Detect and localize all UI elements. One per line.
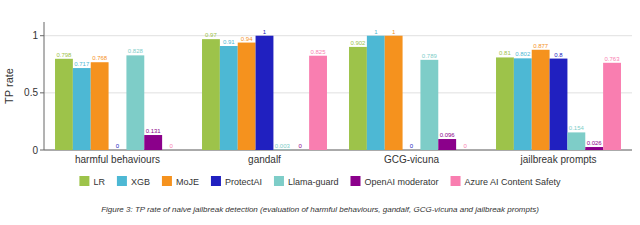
bar	[55, 59, 73, 150]
data-labels: 0.7980.970.9020.810.7170.9110.8020.7680.…	[56, 29, 620, 149]
legend-label: Llama-guard	[288, 177, 339, 187]
bar	[585, 147, 603, 150]
x-tick-label: gandalf	[248, 154, 281, 165]
bar	[220, 46, 238, 150]
data-label: 0.802	[515, 51, 531, 57]
y-tick	[40, 92, 44, 93]
legend-item: XGB	[117, 176, 150, 187]
bar	[273, 149, 291, 150]
data-label: 0	[299, 143, 303, 149]
bar	[256, 36, 274, 150]
data-label: 1	[374, 29, 378, 35]
legend-item: MoJE	[162, 176, 199, 187]
x-tick-label: jailbreak prompts	[519, 154, 596, 165]
grid-line	[44, 35, 632, 36]
y-grid: 00.51	[24, 30, 632, 155]
bar	[349, 47, 367, 150]
data-label: 0.91	[223, 39, 235, 45]
legend-label: XGB	[131, 177, 150, 187]
legend-item: Llama-guard	[274, 176, 339, 187]
data-label: 0.877	[533, 43, 549, 49]
bar	[367, 36, 385, 150]
bar	[456, 150, 474, 151]
legend-swatch	[350, 176, 360, 186]
bar	[144, 135, 162, 150]
y-tick-label: 0.5	[24, 87, 38, 98]
data-label: 0	[116, 143, 120, 149]
x-tick-label: GCG-vicuna	[384, 154, 439, 165]
bar	[202, 39, 220, 150]
data-label: 0	[169, 143, 173, 149]
bar	[109, 150, 127, 151]
data-label: 0.81	[499, 50, 511, 56]
legend-item: OpenAI moderator	[350, 176, 438, 187]
legend-item: LR	[79, 176, 105, 187]
bar	[514, 58, 532, 150]
bars	[55, 36, 621, 150]
bar	[73, 68, 91, 150]
caption: Figure 3: TP rate of naive jailbreak det…	[101, 205, 539, 214]
legend-swatch	[274, 176, 284, 186]
bar	[309, 56, 327, 150]
data-label: 0	[410, 143, 414, 149]
data-label: 0.902	[350, 40, 366, 46]
y-axis-line	[44, 22, 45, 150]
legend-item: ProtectAI	[211, 176, 262, 187]
legend-swatch	[211, 176, 221, 186]
y-tick	[40, 150, 44, 151]
data-label: 0.763	[605, 56, 621, 62]
data-label: 0	[463, 143, 467, 149]
data-label: 0.97	[205, 32, 217, 38]
legend-label: ProtectAI	[225, 177, 262, 187]
bar	[126, 55, 144, 150]
bar	[532, 50, 550, 150]
data-label: 0.026	[587, 140, 603, 146]
bar	[162, 150, 180, 151]
data-label: 0.8	[554, 52, 563, 58]
data-label: 0.003	[275, 143, 291, 149]
bar	[385, 36, 403, 150]
data-label: 0.717	[74, 61, 90, 67]
bar	[291, 150, 309, 151]
data-label: 0.94	[241, 36, 253, 42]
legend-label: Azure AI Content Safety	[465, 177, 562, 187]
y-tick-label: 1	[32, 30, 38, 41]
bar	[603, 63, 621, 150]
legend-swatch	[162, 176, 172, 186]
bar	[91, 62, 109, 150]
data-label: 0.096	[440, 132, 456, 138]
y-tick-label: 0	[32, 145, 38, 156]
data-label: 1	[392, 29, 396, 35]
y-axis-label: TP rate	[3, 68, 15, 104]
x-tick-label: harmful behaviours	[75, 154, 160, 165]
bar	[238, 43, 256, 150]
data-label: 0.768	[92, 55, 108, 61]
bar	[420, 60, 438, 150]
legend-label: LR	[93, 177, 105, 187]
legend-item: Azure AI Content Safety	[451, 176, 562, 187]
data-label: 0.825	[311, 49, 327, 55]
bar	[403, 150, 421, 151]
data-label: 0.798	[56, 52, 72, 58]
bar	[438, 139, 456, 150]
data-label: 0.154	[569, 125, 585, 131]
bar	[550, 59, 568, 150]
legend: LR XGB MoJE ProtectAI Llama-guard OpenAI mode…	[79, 176, 561, 187]
legend-swatch	[79, 176, 89, 186]
data-label: 0.828	[128, 48, 144, 54]
bar	[567, 132, 585, 150]
data-label: 1	[263, 29, 267, 35]
legend-label: MoJE	[176, 177, 199, 187]
legend-swatch	[117, 176, 127, 186]
y-tick	[40, 35, 44, 36]
data-label: 0.131	[146, 128, 162, 134]
legend-swatch	[451, 176, 461, 186]
legend-label: OpenAI moderator	[364, 177, 438, 187]
data-label: 0.789	[422, 53, 438, 59]
chart: 00.51TP rate0.7980.970.9020.810.7170.911…	[0, 0, 640, 225]
bar	[496, 57, 514, 150]
